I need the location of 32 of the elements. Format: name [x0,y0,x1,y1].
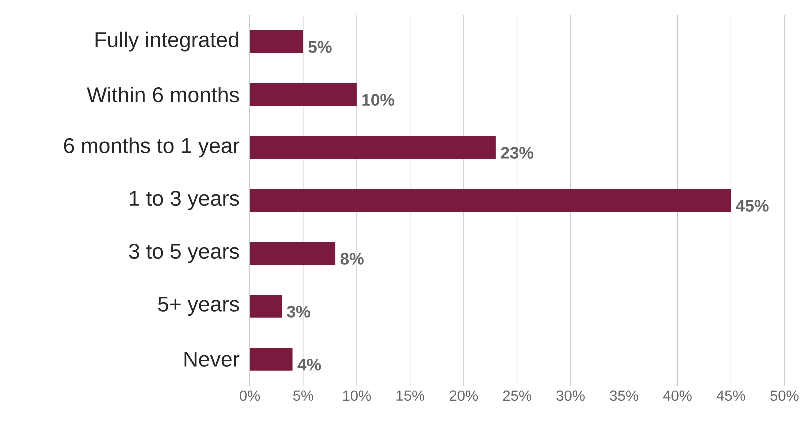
data-label: 10% [362,94,395,106]
data-label: 23% [501,147,534,159]
x-tick-label: 20% [450,390,478,402]
y-tick-label: Never [184,352,240,367]
data-label: 45% [736,200,769,212]
x-tick-label: 35% [610,390,638,402]
data-label: 3% [287,306,310,318]
bar [250,348,293,371]
bar [250,242,336,265]
bar [250,83,357,106]
x-tick-label: 40% [663,390,692,402]
y-tick-label: Within 6 months [87,86,240,103]
bar [250,30,304,54]
x-tick-label: 15% [396,390,425,402]
bar [250,189,732,212]
y-tick-label: 1 to 3 years [130,191,240,210]
x-tick-label: 5% [293,390,314,402]
x-tick-label: 10% [343,390,372,402]
data-label: 5% [308,41,332,54]
x-tick-label: 0% [240,390,260,402]
y-tick-label: 6 months to 1 year [64,138,240,158]
y-tick-label: 3 to 5 years [129,244,240,264]
y-tick-label: Fully integrated [96,32,239,52]
x-tick-label: 45% [716,390,746,402]
data-label: 8% [340,253,364,265]
bar [250,295,282,318]
x-tick-label: 30% [556,390,585,402]
x-tick-label: 25% [503,390,532,402]
bar [250,136,496,160]
y-tick-label: 5+ years [158,297,240,316]
x-tick-label: 50% [770,390,799,402]
data-label: 4% [298,358,322,371]
